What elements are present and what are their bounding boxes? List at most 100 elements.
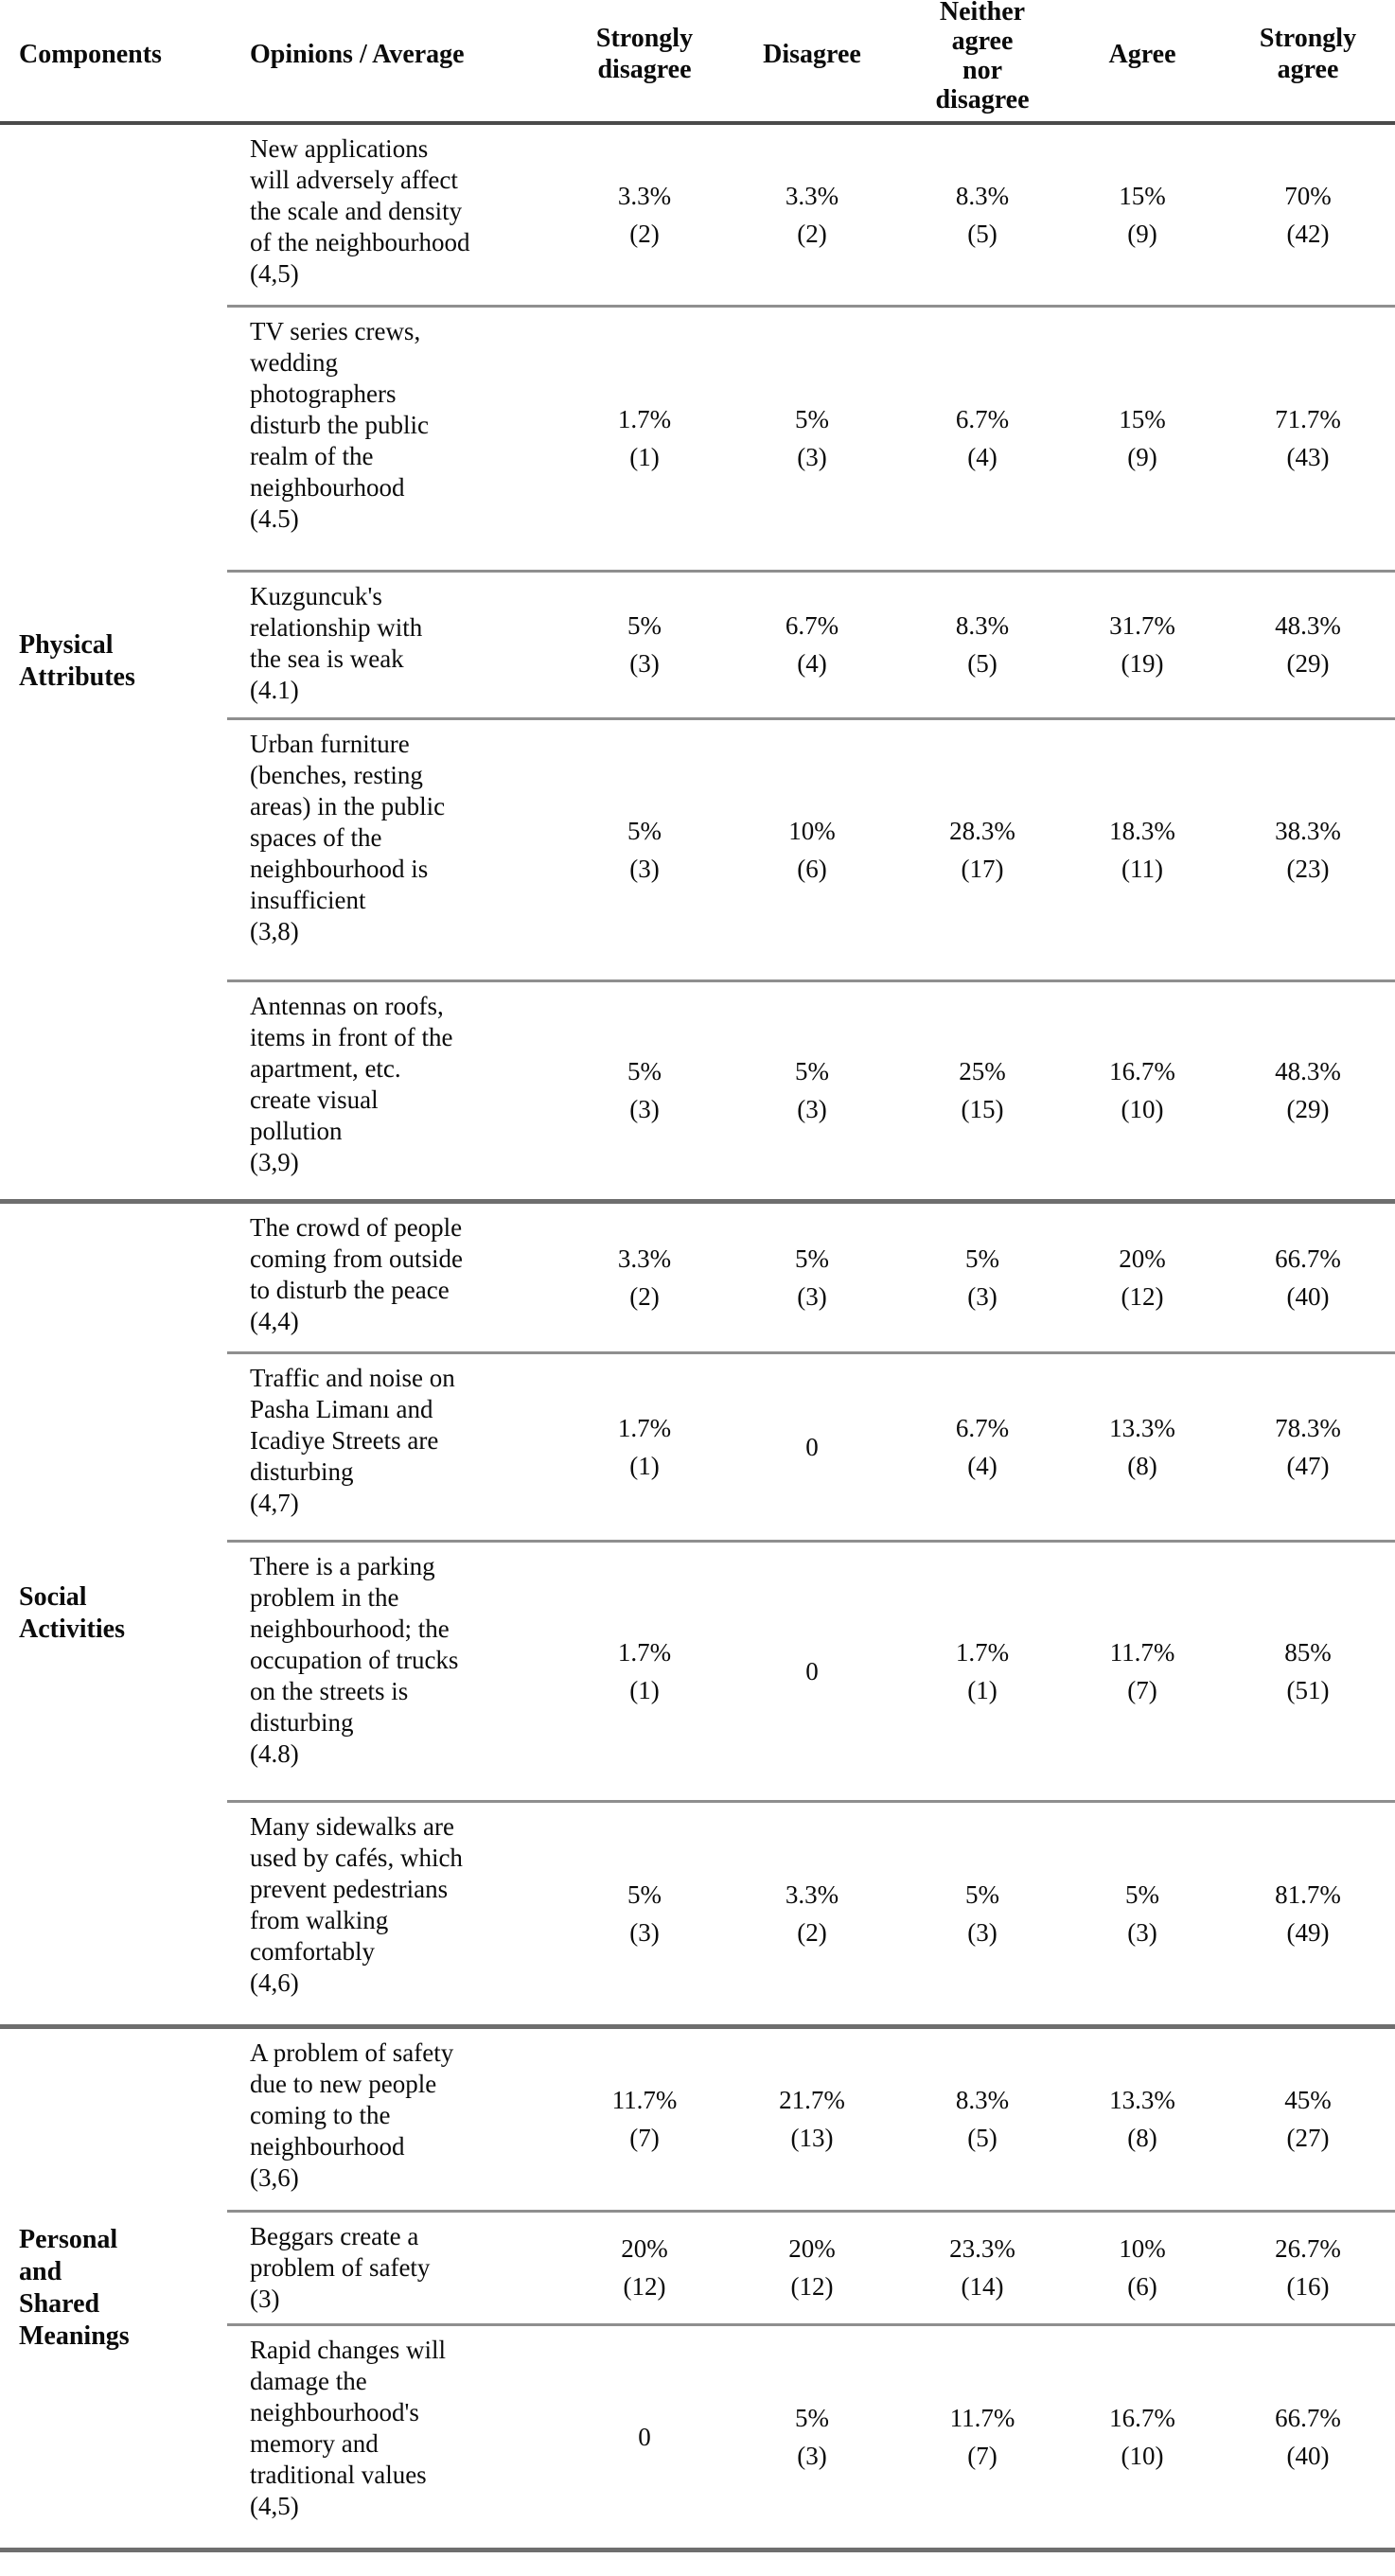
value-cell: 71.7% (43) xyxy=(1221,306,1395,573)
value-cell: 11.7% (7) xyxy=(566,2026,723,2213)
value-cell: 3.3% (2) xyxy=(723,123,901,308)
value-cell: 6.7% (4) xyxy=(723,571,901,720)
count: (29) xyxy=(1286,649,1330,678)
table-row: Many sidewalks are used by cafés, which … xyxy=(0,1801,1395,2029)
average-value: (4,7) xyxy=(250,1488,299,1517)
opinion-cell: TV series crews, wedding photographers d… xyxy=(227,306,566,573)
percentage: 6.7% xyxy=(955,405,1010,433)
opinion-cell: New applications will adversely affect t… xyxy=(227,123,566,308)
count: (5) xyxy=(967,2124,998,2152)
col-header-opinions-average: Opinions / Average xyxy=(227,0,566,125)
average-value: (4,4) xyxy=(250,1306,299,1335)
value-cell: 10% (6) xyxy=(723,718,901,982)
count: (7) xyxy=(967,2441,998,2470)
value-cell: 28.3% (17) xyxy=(901,718,1064,982)
value-cell: 25% (15) xyxy=(901,980,1064,1204)
percentage: 23.3% xyxy=(949,2234,1015,2263)
value-cell: 13.3% (8) xyxy=(1064,1352,1221,1543)
component-group-label-physical-attributes: Physical Attributes xyxy=(0,123,227,1204)
percentage: 5% xyxy=(1125,1879,1159,1909)
value-cell: 5% (3) xyxy=(723,2324,901,2552)
value-cell: 15% (9) xyxy=(1064,306,1221,573)
percentage: 48.3% xyxy=(1275,1057,1341,1085)
percentage: 1.7% xyxy=(617,1637,672,1667)
percentage: 15% xyxy=(1119,405,1166,433)
opinion-text: Rapid changes will damage the neighbourh… xyxy=(250,2335,446,2489)
percentage: 5% xyxy=(627,611,662,640)
value-cell: 26.7% (16) xyxy=(1221,2211,1395,2326)
count: (2) xyxy=(629,219,660,248)
opinion-cell: Urban furniture (benches, resting areas)… xyxy=(227,718,566,982)
count: (5) xyxy=(967,649,998,678)
table-row: Social Activities The crowd of people co… xyxy=(0,1201,1395,2029)
table-row: Traffic and noise on Pasha Limanı and Ic… xyxy=(0,1352,1395,1543)
count: (2) xyxy=(629,1281,660,1311)
count: (9) xyxy=(1127,443,1157,471)
count: (11) xyxy=(1121,854,1163,883)
col-header-neither-agree-nor-disagree: Neither agree nor disagree xyxy=(901,0,1064,125)
percentage: 3.3% xyxy=(617,1244,672,1273)
opinion-text: There is a parking problem in the neighb… xyxy=(250,1551,459,1737)
percentage: 85% xyxy=(1284,1637,1332,1667)
col-header-disagree: Disagree xyxy=(723,0,901,125)
count: (2) xyxy=(797,219,827,248)
value-cell: 5% (3) xyxy=(723,980,901,1204)
value-cell: 1.7% (1) xyxy=(901,1541,1064,1803)
count: (43) xyxy=(1286,443,1330,471)
average-value: (4.5) xyxy=(250,503,299,533)
value-cell: 6.7% (4) xyxy=(901,1352,1064,1543)
percentage: 78.3% xyxy=(1275,1413,1341,1442)
opinion-cell: Rapid changes will damage the neighbourh… xyxy=(227,2324,566,2552)
percentage: 38.3% xyxy=(1275,816,1341,845)
percentage: 21.7% xyxy=(779,2086,845,2114)
percentage: 10% xyxy=(788,816,836,845)
percentage: 1.7% xyxy=(617,405,672,433)
count: (14) xyxy=(961,2272,1004,2301)
count: (12) xyxy=(623,2272,666,2301)
count: (42) xyxy=(1286,219,1330,248)
value-cell: 5% (3) xyxy=(566,1801,723,2029)
opinion-text: Traffic and noise on Pasha Limanı and Ic… xyxy=(250,1363,455,1486)
percentage: 6.7% xyxy=(955,1413,1010,1442)
value-cell: 20% (12) xyxy=(1064,1201,1221,1354)
count: (3) xyxy=(967,1281,998,1311)
count: (6) xyxy=(797,854,827,883)
count: (5) xyxy=(967,219,998,248)
count: (4) xyxy=(967,1451,998,1480)
count: (1) xyxy=(629,1451,660,1480)
count: (3) xyxy=(629,649,660,678)
col-header-agree: Agree xyxy=(1064,0,1221,125)
percentage: 28.3% xyxy=(949,816,1015,845)
value-cell: 66.7% (40) xyxy=(1221,1201,1395,1354)
percentage: 18.3% xyxy=(1109,816,1175,845)
percentage: 5% xyxy=(965,1879,999,1909)
value-cell: 0 xyxy=(566,2324,723,2552)
value-cell: 18.3% (11) xyxy=(1064,718,1221,982)
percentage: 11.7% xyxy=(949,2403,1015,2432)
value-cell: 5% (3) xyxy=(566,571,723,720)
value-cell: 5% (3) xyxy=(901,1201,1064,1354)
component-group-label-social-activities: Social Activities xyxy=(0,1201,227,2029)
col-header-components: Components xyxy=(0,0,227,125)
value-cell: 13.3% (8) xyxy=(1064,2026,1221,2213)
count: (40) xyxy=(1286,1281,1330,1311)
opinion-text: TV series crews, wedding photographers d… xyxy=(250,316,429,502)
table-row: TV series crews, wedding photographers d… xyxy=(0,306,1395,573)
value-cell: 66.7% (40) xyxy=(1221,2324,1395,2552)
opinion-text: Kuzguncuk's relationship with the sea is… xyxy=(250,581,423,673)
opinion-text: A problem of safety due to new people co… xyxy=(250,2038,454,2161)
count: (15) xyxy=(961,1095,1004,1123)
value-cell: 5% (3) xyxy=(566,980,723,1204)
opinion-text: Urban furniture (benches, resting areas)… xyxy=(250,729,446,914)
value-cell: 8.3% (5) xyxy=(901,571,1064,720)
count: (3) xyxy=(797,443,827,471)
value-cell: 5% (3) xyxy=(723,1201,901,1354)
count: (7) xyxy=(1127,1675,1157,1704)
value-cell: 1.7% (1) xyxy=(566,1352,723,1543)
percentage: 8.3% xyxy=(955,611,1010,640)
value-cell: 38.3% (23) xyxy=(1221,718,1395,982)
average-value: (3,6) xyxy=(250,2162,299,2192)
value-cell: 48.3% (29) xyxy=(1221,980,1395,1204)
count: (3) xyxy=(1127,1917,1157,1947)
count: (8) xyxy=(1127,2124,1157,2152)
